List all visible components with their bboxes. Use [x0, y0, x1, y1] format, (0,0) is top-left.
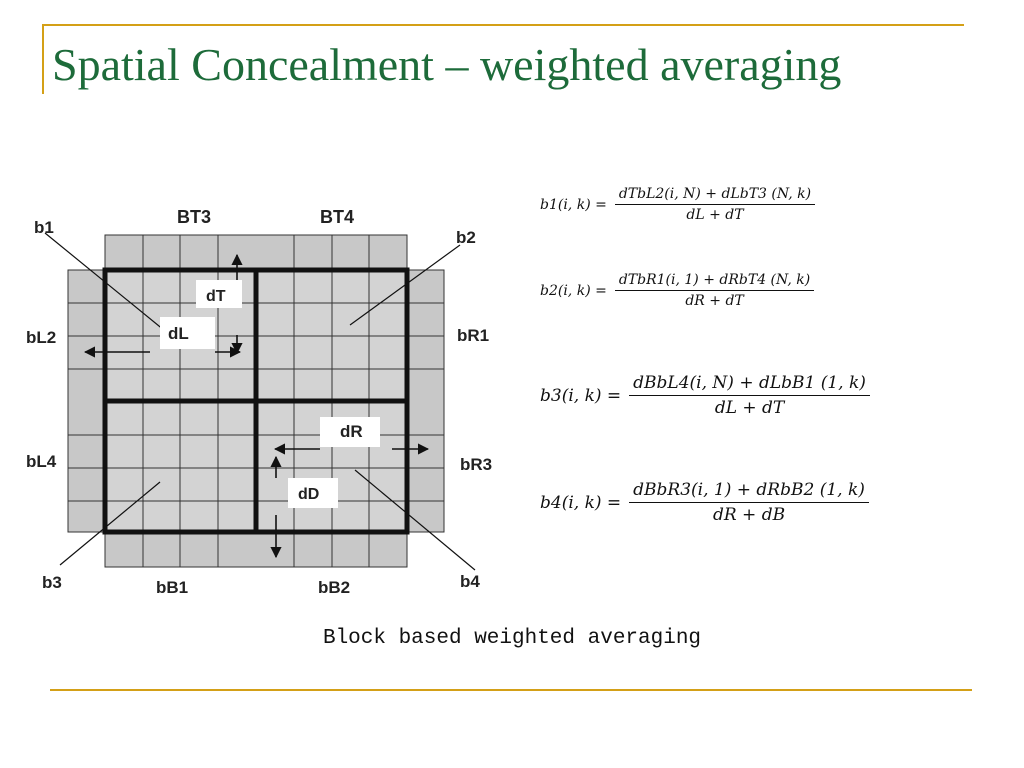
- formula-fraction: dBbL4(i, N) + dLbB1 (1, k) dL + dT: [629, 373, 870, 418]
- left-neighbor-strip: [67, 269, 106, 533]
- label-bB1: bB1: [156, 578, 188, 597]
- left-accent-line: [42, 24, 44, 94]
- distance-label-dL: dL: [168, 324, 189, 343]
- corner-label-b1: b1: [34, 218, 54, 237]
- top-accent-line: [42, 24, 964, 26]
- corner-label-b4: b4: [460, 572, 480, 591]
- distance-label-dT: dT: [206, 288, 226, 305]
- label-bB2: bB2: [318, 578, 350, 597]
- bottom-accent-line: [50, 689, 972, 691]
- formula-fraction: dTbL2(i, N) + dLbT3 (N, k) dL + dT: [614, 186, 816, 223]
- formula-fraction: dTbR1(i, 1) + dRbT4 (N, k) dR + dT: [614, 272, 815, 309]
- formula-lhs: b1(i, k) =: [540, 196, 607, 213]
- label-bR3: bR3: [460, 455, 492, 474]
- formula-numerator: dTbR1(i, 1) + dRbT4 (N, k): [614, 272, 815, 291]
- formula-numerator: dTbL2(i, N) + dLbT3 (N, k): [614, 186, 816, 205]
- label-bL4: bL4: [26, 452, 57, 471]
- figure-caption: Block based weighted averaging: [322, 627, 702, 650]
- formula-numerator: dBbL4(i, N) + dLbB1 (1, k): [629, 373, 870, 396]
- formula-lhs: b3(i, k) =: [540, 385, 622, 406]
- label-backgrounds: [160, 280, 380, 508]
- formula-lhs: b4(i, k) =: [540, 492, 622, 513]
- top-neighbor-strip: [104, 234, 408, 271]
- distance-label-dD: dD: [298, 486, 319, 503]
- formula-lhs: b2(i, k) =: [540, 282, 607, 299]
- block-diagram: b1 b2 b3 b4 BT3 BT4 bL2 bL4 bR1 bR3 bB1 …: [26, 207, 492, 597]
- formula-b3: b3(i, k) = dBbL4(i, N) + dLbB1 (1, k) dL…: [540, 373, 870, 418]
- formula-denominator: dR + dT: [685, 293, 744, 309]
- corner-diagonals: [44, 232, 476, 571]
- right-neighbor-strip: [406, 269, 445, 533]
- block-boundaries: [102, 267, 410, 535]
- formula-denominator: dR + dB: [712, 505, 786, 525]
- formula-b1: b1(i, k) = dTbL2(i, N) + dLbT3 (N, k) dL…: [540, 186, 816, 223]
- label-BT4: BT4: [320, 207, 354, 227]
- formula-b2: b2(i, k) = dTbR1(i, 1) + dRbT4 (N, k) dR…: [540, 272, 815, 309]
- label-BT3: BT3: [177, 207, 211, 227]
- slide-title: Spatial Concealment – weighted averaging: [52, 39, 842, 90]
- label-bL2: bL2: [26, 328, 56, 347]
- bottom-neighbor-strip: [104, 531, 408, 568]
- formula-fraction: dBbR3(i, 1) + dRbB2 (1, k) dR + dB: [629, 480, 869, 525]
- label-bR1: bR1: [457, 326, 489, 345]
- formula-numerator: dBbR3(i, 1) + dRbB2 (1, k): [629, 480, 869, 503]
- corner-label-b2: b2: [456, 228, 476, 247]
- distance-label-dR: dR: [340, 422, 363, 441]
- corner-label-b3: b3: [42, 573, 62, 592]
- formula-denominator: dL + dT: [714, 398, 785, 418]
- distance-arrows: [83, 253, 430, 559]
- formula-b4: b4(i, k) = dBbR3(i, 1) + dRbB2 (1, k) dR…: [540, 480, 869, 525]
- formula-denominator: dL + dT: [686, 207, 744, 223]
